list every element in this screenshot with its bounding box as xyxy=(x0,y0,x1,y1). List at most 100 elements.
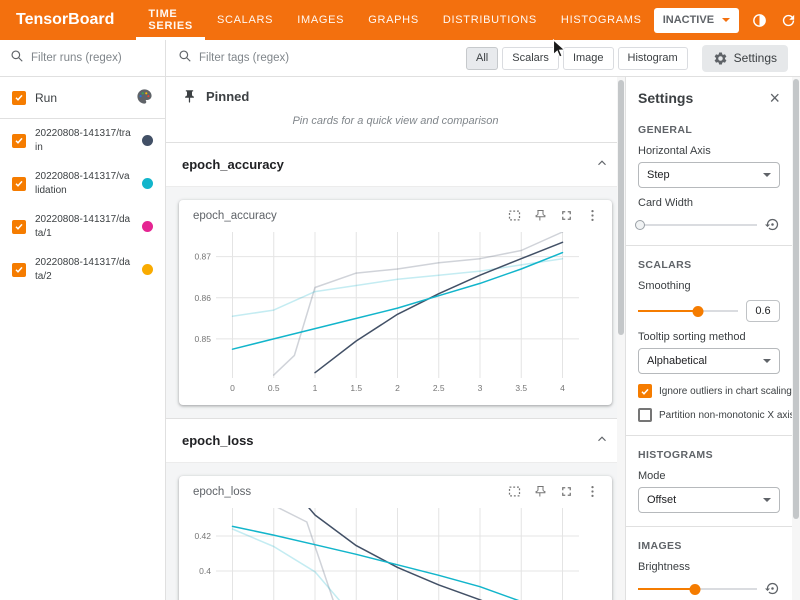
chip-image[interactable]: Image xyxy=(563,47,614,70)
section-header-epoch-loss[interactable]: epoch_loss xyxy=(166,419,625,463)
ignore-outliers-label: Ignore outliers in chart scaling xyxy=(659,386,792,397)
run-row-data-1[interactable]: 20220808-141317/data/1 xyxy=(0,205,165,248)
svg-text:0.42: 0.42 xyxy=(194,531,211,541)
app-title: TensorBoard xyxy=(16,0,114,40)
horizontal-axis-select[interactable]: Step xyxy=(638,162,780,188)
runs-sidebar: Run 20220808-141317/train 20220808-14131… xyxy=(0,77,166,600)
caret-down-icon xyxy=(763,498,771,502)
brightness-row xyxy=(638,581,780,596)
run-name: 20220808-141317/data/2 xyxy=(35,256,131,283)
caret-down-icon xyxy=(763,359,771,363)
more-options-icon[interactable] xyxy=(585,484,600,499)
histogram-mode-select[interactable]: Offset xyxy=(638,487,780,513)
run-checkbox[interactable] xyxy=(12,263,26,277)
ignore-outliers-checkbox[interactable] xyxy=(638,384,652,398)
run-row-validation[interactable]: 20220808-141317/validation xyxy=(0,162,165,205)
svg-text:2.5: 2.5 xyxy=(433,383,445,393)
main-scrollbar-thumb[interactable] xyxy=(618,80,624,335)
search-icon xyxy=(178,49,192,68)
tab-time-series[interactable]: TIME SERIES xyxy=(136,0,205,40)
svg-text:4: 4 xyxy=(560,383,565,393)
settings-scrollbar[interactable] xyxy=(792,77,800,600)
card-header: epoch_accuracy xyxy=(183,207,608,226)
fit-to-data-icon[interactable] xyxy=(507,208,522,223)
brightness-label: Brightness xyxy=(638,561,780,573)
runs-column-header: Run xyxy=(35,91,57,105)
run-checkbox[interactable] xyxy=(12,220,26,234)
epoch-loss-chart[interactable]: 00.511.522.533.540.360.380.40.42 xyxy=(183,502,587,600)
pinned-section-header: Pinned xyxy=(166,77,625,106)
smoothing-value-input[interactable]: 0.6 xyxy=(746,300,780,322)
main-nav: TIME SERIES SCALARS IMAGES GRAPHS DISTRI… xyxy=(136,0,653,40)
slider-thumb[interactable] xyxy=(635,220,645,230)
more-options-icon[interactable] xyxy=(585,208,600,223)
pin-icon xyxy=(182,89,197,104)
palette-icon[interactable] xyxy=(136,88,153,108)
brightness-slider[interactable] xyxy=(638,582,757,596)
filter-tags-box xyxy=(166,40,466,76)
svg-text:0.4: 0.4 xyxy=(199,566,211,576)
smoothing-label: Smoothing xyxy=(638,280,780,292)
card-actions xyxy=(507,484,600,499)
svg-text:3: 3 xyxy=(478,383,483,393)
tag-type-filter-group: All Scalars Image Histogram xyxy=(466,47,688,70)
heading-images: IMAGES xyxy=(638,540,780,552)
chip-histogram[interactable]: Histogram xyxy=(618,47,688,70)
reset-brightness-icon[interactable] xyxy=(765,581,780,596)
settings-button[interactable]: Settings xyxy=(702,45,788,72)
reset-card-width-icon[interactable] xyxy=(765,217,780,232)
run-checkbox[interactable] xyxy=(12,134,26,148)
svg-text:2: 2 xyxy=(395,383,400,393)
svg-text:1.5: 1.5 xyxy=(350,383,362,393)
partition-x-axis-checkbox[interactable] xyxy=(638,408,652,422)
scalar-card-epoch-loss: epoch_loss 00.511.522.533.540.360.380.40… xyxy=(179,476,612,600)
card-width-row xyxy=(638,217,780,232)
settings-scrollbar-thumb[interactable] xyxy=(793,79,799,519)
close-settings-icon[interactable]: × xyxy=(769,89,780,107)
run-color-dot xyxy=(142,135,153,146)
section-title: epoch_loss xyxy=(182,433,254,448)
pin-card-icon[interactable] xyxy=(533,208,548,223)
tab-distributions[interactable]: DISTRIBUTIONS xyxy=(431,0,549,40)
tab-graphs[interactable]: GRAPHS xyxy=(356,0,431,40)
divider xyxy=(626,526,792,527)
tooltip-sorting-select[interactable]: Alphabetical xyxy=(638,348,780,374)
tab-scalars[interactable]: SCALARS xyxy=(205,0,285,40)
divider xyxy=(626,435,792,436)
fit-to-data-icon[interactable] xyxy=(507,484,522,499)
svg-text:0.86: 0.86 xyxy=(194,293,211,303)
run-checkbox[interactable] xyxy=(12,177,26,191)
run-name: 20220808-141317/train xyxy=(35,127,131,154)
theme-toggle-icon[interactable] xyxy=(750,11,768,29)
filter-runs-input[interactable] xyxy=(31,52,151,64)
fullscreen-icon[interactable] xyxy=(559,208,574,223)
slider-thumb[interactable] xyxy=(690,584,701,595)
chevron-up-icon[interactable] xyxy=(595,432,609,449)
histogram-mode-label: Mode xyxy=(638,470,780,482)
slider-thumb[interactable] xyxy=(693,306,704,317)
epoch-accuracy-chart[interactable]: 00.511.522.533.540.850.860.87 xyxy=(183,226,587,398)
select-all-runs-checkbox[interactable] xyxy=(12,91,26,105)
run-row-data-2[interactable]: 20220808-141317/data/2 xyxy=(0,248,165,291)
pin-card-icon[interactable] xyxy=(533,484,548,499)
page-body: Run 20220808-141317/train 20220808-14131… xyxy=(0,77,800,600)
chip-scalars[interactable]: Scalars xyxy=(502,47,559,70)
filter-tags-input[interactable] xyxy=(199,52,319,64)
chip-all[interactable]: All xyxy=(466,47,498,70)
tab-histograms[interactable]: HISTOGRAMS xyxy=(549,0,654,40)
filter-runs-box xyxy=(0,40,166,76)
tab-images[interactable]: IMAGES xyxy=(285,0,356,40)
heading-scalars: SCALARS xyxy=(638,259,780,271)
heading-histograms: HISTOGRAMS xyxy=(638,449,780,461)
run-color-dot xyxy=(142,178,153,189)
status-dropdown[interactable]: INACTIVE xyxy=(654,8,739,33)
refresh-icon[interactable] xyxy=(779,11,797,29)
section-header-epoch-accuracy[interactable]: epoch_accuracy xyxy=(166,143,625,187)
fullscreen-icon[interactable] xyxy=(559,484,574,499)
smoothing-slider[interactable] xyxy=(638,304,738,318)
card-area-epoch-loss: epoch_loss 00.511.522.533.540.360.380.40… xyxy=(166,463,625,600)
chevron-up-icon[interactable] xyxy=(595,156,609,173)
run-row-train[interactable]: 20220808-141317/train xyxy=(0,119,165,162)
card-width-slider[interactable] xyxy=(638,218,757,232)
main-scrollbar[interactable] xyxy=(617,77,625,600)
